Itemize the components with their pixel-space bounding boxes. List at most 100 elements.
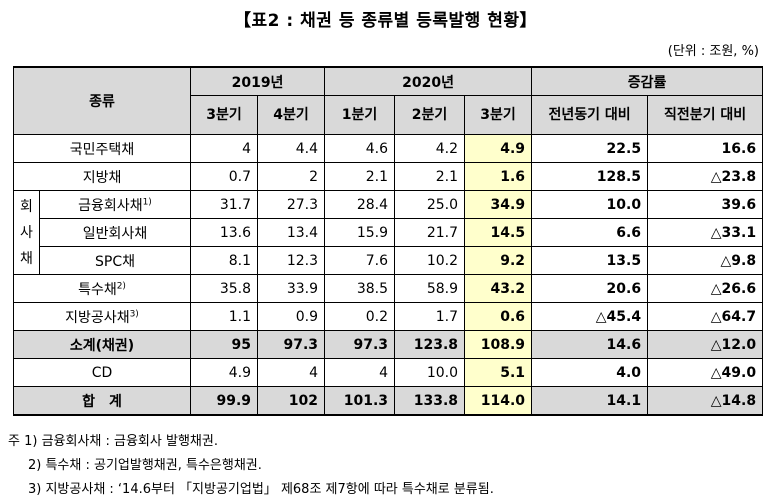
header-yoy: 전년동기 대비 [531, 95, 649, 135]
table-cell: 7.6 [324, 246, 396, 275]
row-label: 금융회사채1) [38, 190, 192, 219]
table-cell: 34.9 [464, 190, 533, 219]
table-cell: △23.8 [647, 162, 764, 191]
footnote-2: 2) 특수채 : 공기업발행채권, 특수은행채권. [28, 458, 262, 473]
table-cell: 102 [257, 386, 326, 416]
table-cell: 1.7 [394, 302, 466, 331]
table-cell: △14.8 [647, 386, 764, 416]
table-cell: 31.7 [190, 190, 259, 219]
table-cell: 0.2 [324, 302, 396, 331]
row-label: CD [12, 358, 192, 387]
table-cell: 97.3 [324, 330, 396, 359]
table-cell: △26.6 [647, 274, 764, 303]
table-cell: 123.8 [394, 330, 466, 359]
footnotes: 주 1) 금융회사채 : 금융회사 발행채권. 2) 특수채 : 공기업발행채권… [8, 430, 494, 502]
table-cell: 4 [190, 134, 259, 163]
table-cell: 10.2 [394, 246, 466, 275]
table-cell: 27.3 [257, 190, 326, 219]
table-cell: 5.1 [464, 358, 533, 387]
table-row: 합 계 99.9 102 101.3 133.8 114.0 14.1 △14.8 [12, 386, 764, 416]
group-char: 회 [20, 198, 33, 215]
footnote-marker: 3) [129, 308, 139, 319]
row-label: 특수채2) [12, 274, 192, 303]
footnote-marker: 2) [116, 280, 126, 291]
table-cell: 9.2 [464, 246, 533, 275]
table-cell: 2 [257, 162, 326, 191]
table-cell: 97.3 [257, 330, 326, 359]
table-cell: 6.6 [531, 218, 649, 247]
footnote-3: 3) 지방공사채 : ‘14.6부터 「지방공기업법」 제68조 제7항에 따라… [28, 482, 494, 497]
table-row: CD 4.9 4 4 10.0 5.1 4.0 △49.0 [12, 358, 764, 387]
table-cell: 4.6 [324, 134, 396, 163]
row-label: 일반회사채 [38, 218, 192, 247]
table-cell: 39.6 [647, 190, 764, 219]
table-cell: 2.1 [394, 162, 466, 191]
table-cell: 13.4 [257, 218, 326, 247]
header-2020-q1: 1분기 [324, 95, 396, 135]
footnote-1: 주 1) 금융회사채 : 금융회사 발행채권. [8, 434, 218, 449]
table-row: 지방공사채3) 1.1 0.9 0.2 1.7 0.6 △45.4 △64.7 [12, 302, 764, 331]
table-cell: 133.8 [394, 386, 466, 416]
table-cell: △33.1 [647, 218, 764, 247]
table-cell: 12.3 [257, 246, 326, 275]
table-cell: 35.8 [190, 274, 259, 303]
group-char: 채 [20, 250, 33, 267]
table-cell: 101.3 [324, 386, 396, 416]
header-qoq: 직전분기 대비 [647, 95, 764, 135]
table-cell: 4.9 [190, 358, 259, 387]
table-cell: 4.2 [394, 134, 466, 163]
footnote-marker: 1) [142, 196, 152, 207]
table-row: 국민주택채 4 4.4 4.6 4.2 4.9 22.5 16.6 [12, 134, 764, 163]
row-label: 국민주택채 [12, 134, 192, 163]
header-2020: 2020년 [324, 66, 533, 96]
table-cell: 10.0 [531, 190, 649, 219]
table-cell: 114.0 [464, 386, 533, 416]
table-cell: 14.6 [531, 330, 649, 359]
table-cell: 99.9 [190, 386, 259, 416]
table-cell: 15.9 [324, 218, 396, 247]
bond-registration-table: 종류 2019년 2020년 증감률 3분기 4분기 1분기 2분기 3분기 전… [12, 66, 764, 416]
table-cell: 10.0 [394, 358, 466, 387]
table-cell: △12.0 [647, 330, 764, 359]
table-cell: 21.7 [394, 218, 466, 247]
table-cell: 38.5 [324, 274, 396, 303]
table-cell: 4.4 [257, 134, 326, 163]
unit-label: (단위 : 조원, %) [667, 44, 759, 59]
table-cell: △45.4 [531, 302, 649, 331]
row-label: 지방공사채3) [12, 302, 192, 331]
table-cell: 58.9 [394, 274, 466, 303]
table-cell: 0.9 [257, 302, 326, 331]
table-cell: 4.9 [464, 134, 533, 163]
header-2019-q3: 3분기 [190, 95, 259, 135]
table-cell: △64.7 [647, 302, 764, 331]
table-cell: 1.1 [190, 302, 259, 331]
table-title: 【표2 : 채권 등 종류별 등록발행 현황】 [234, 11, 537, 31]
table-cell: 2.1 [324, 162, 396, 191]
table-cell: 0.6 [464, 302, 533, 331]
header-2020-q2: 2분기 [394, 95, 466, 135]
table-cell: 0.7 [190, 162, 259, 191]
table-cell: 1.6 [464, 162, 533, 191]
table-cell: 16.6 [647, 134, 764, 163]
table-cell: 4 [257, 358, 326, 387]
table-cell: 20.6 [531, 274, 649, 303]
table-cell: 128.5 [531, 162, 649, 191]
table-cell: 14.1 [531, 386, 649, 416]
table-cell: 43.2 [464, 274, 533, 303]
table-cell: △9.8 [647, 246, 764, 275]
table-row: 지방채 0.7 2 2.1 2.1 1.6 128.5 △23.8 [12, 162, 764, 191]
table-row: 회 사 채 금융회사채1) 31.7 27.3 28.4 25.0 34.9 10.0 39.6 [13, 190, 764, 275]
row-label: SPC채 [38, 246, 192, 275]
table-row: 일반회사채 13.6 13.4 15.9 21.7 14.5 6.6 △33.1 [14, 218, 764, 247]
header-2019: 2019년 [190, 66, 326, 96]
table-cell: 95 [190, 330, 259, 359]
row-label: 소계(채권) [12, 330, 192, 359]
table-cell: 33.9 [257, 274, 326, 303]
table-cell: 14.5 [464, 218, 533, 247]
table-cell: 25.0 [394, 190, 466, 219]
table-cell: 22.5 [531, 134, 649, 163]
header-2020-q3: 3분기 [464, 95, 533, 135]
row-label: 합 계 [12, 386, 192, 416]
table-cell: 108.9 [464, 330, 533, 359]
